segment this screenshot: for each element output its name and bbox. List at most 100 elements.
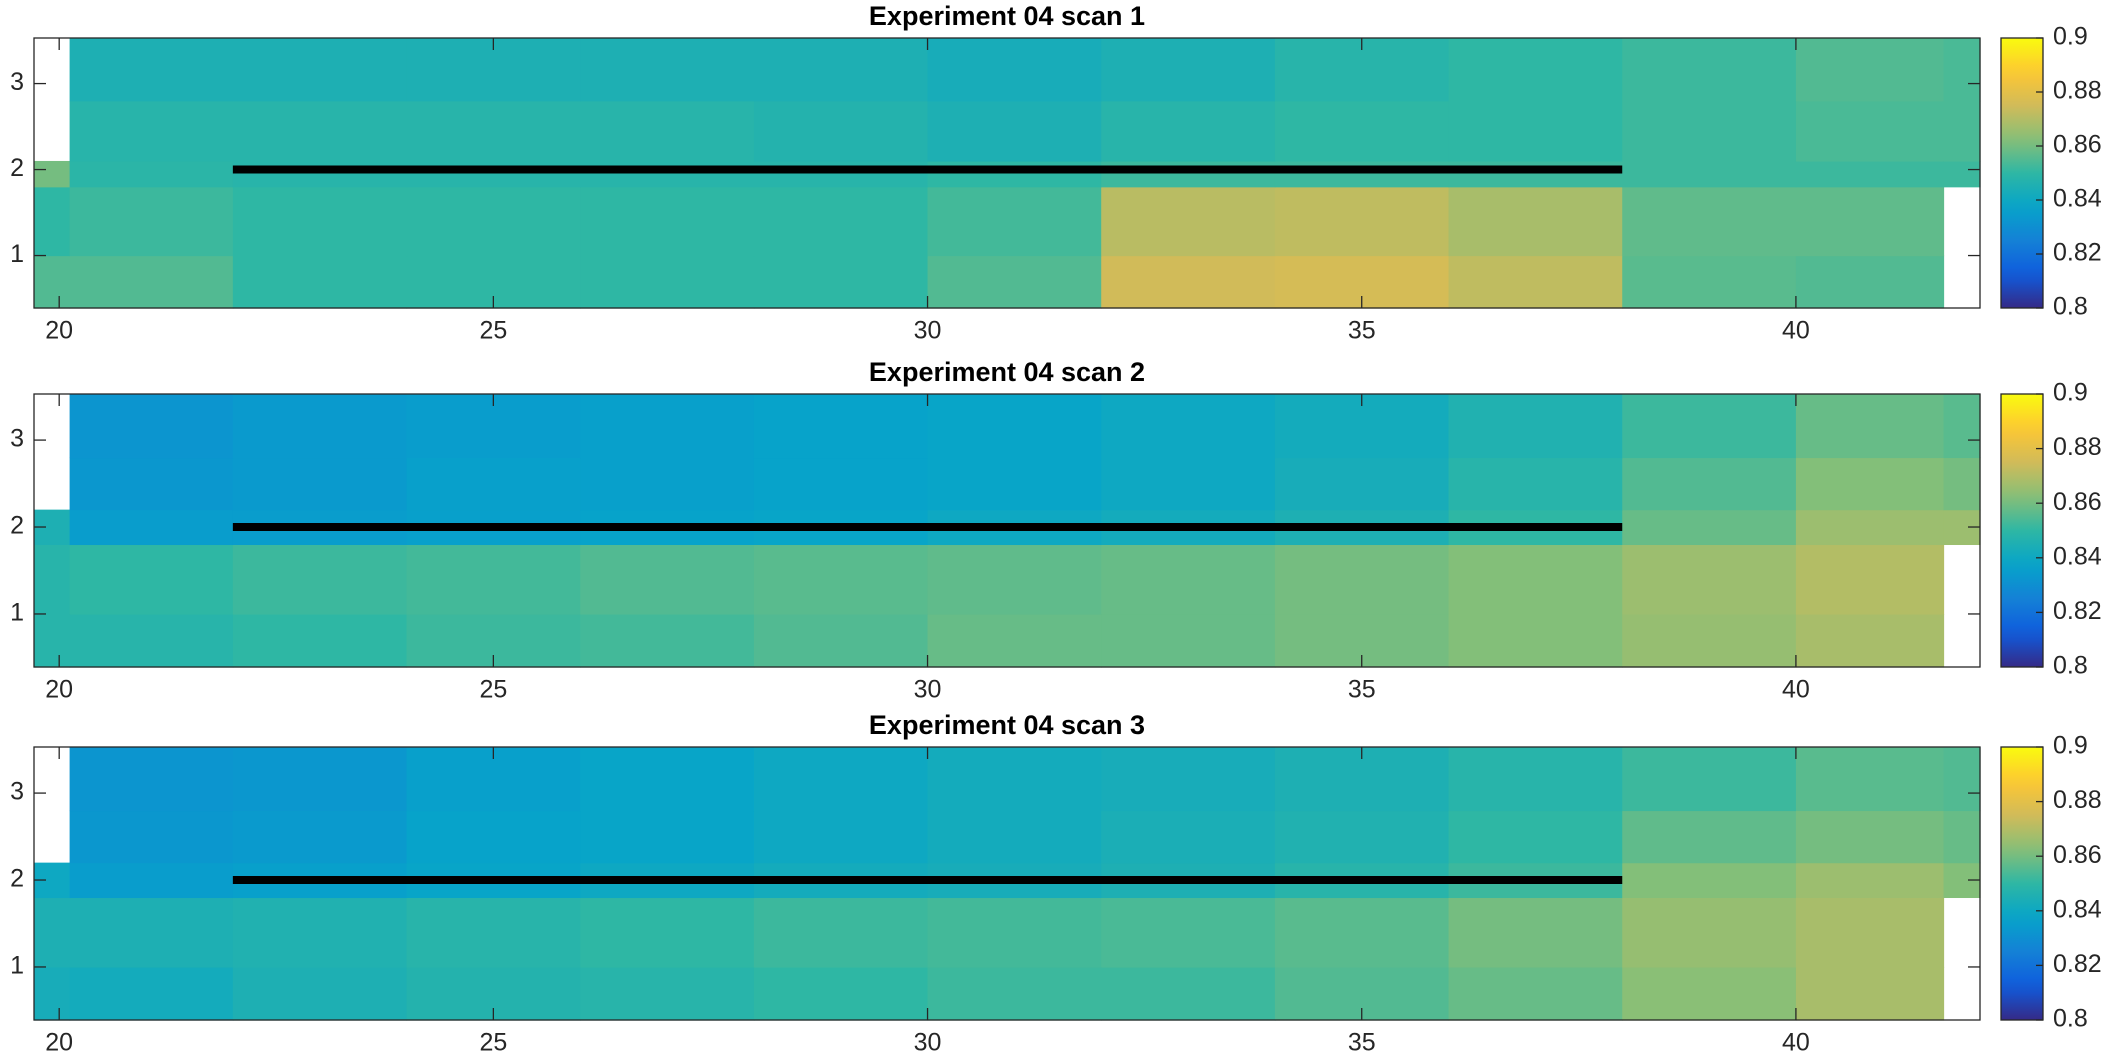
heatmap-cell (232, 544, 408, 615)
heatmap-cell (406, 544, 581, 615)
heatmap-cell (1274, 544, 1450, 615)
heatmap-cell (34, 897, 71, 968)
heatmap-cell (34, 613, 71, 668)
colorbar-tick-label: 0.88 (2053, 786, 2102, 814)
colorbar-tick-label: 0.84 (2053, 542, 2102, 570)
heatmap-cell (1622, 544, 1797, 615)
heatmap-cell (927, 897, 1102, 968)
heatmap-cell (1101, 747, 1276, 812)
heatmap-cell (1448, 100, 1623, 162)
heatmap-cell (753, 100, 929, 162)
heatmap-cell (927, 100, 1102, 162)
heatmap-cell (1795, 966, 1945, 1021)
heatmap-cell (1622, 810, 1797, 864)
x-tick-label: 30 (914, 317, 942, 345)
colorbar-tick-label: 0.9 (2053, 732, 2088, 760)
heatmap-cell (34, 186, 71, 257)
y-tick-label: 2 (10, 512, 24, 540)
heatmap-cell (1622, 160, 1797, 188)
heatmap-cell (406, 810, 581, 864)
heatmap-cell (927, 544, 1102, 615)
heatmap-cell (1795, 897, 1945, 968)
heatmap-cell (1448, 38, 1623, 102)
heatmap-cell (1943, 100, 1981, 162)
heatmap-cell (1622, 457, 1797, 511)
heatmap-cell (1622, 100, 1797, 162)
heatmap-cell (1274, 457, 1450, 511)
y-tick-label: 3 (10, 778, 24, 806)
y-tick-label: 3 (10, 68, 24, 96)
x-tick-label: 25 (479, 676, 507, 704)
heatmap-cell (232, 255, 408, 309)
colorbar-tick-label: 0.9 (2053, 379, 2088, 407)
heatmap-cell (1101, 255, 1276, 309)
heatmap-cell (1943, 38, 1981, 102)
heatmap-cell (580, 160, 755, 188)
heatmap-cell (232, 186, 408, 257)
heatmap-cell (1274, 186, 1450, 257)
axes-box (33, 746, 1981, 1021)
heatmap-cell (1622, 255, 1797, 309)
heatmap-cell (1795, 862, 1945, 899)
colorbar-tick-label: 0.82 (2053, 239, 2102, 267)
heatmap-cell (1622, 897, 1797, 968)
x-tick-label: 35 (1348, 317, 1376, 345)
heatmap-cell (1448, 966, 1623, 1021)
heatmap-cell (1795, 38, 1945, 102)
heatmap-cell (753, 544, 929, 615)
heatmap-cell (1795, 186, 1945, 257)
heatmap-cell (753, 186, 929, 257)
heatmap-cell (406, 897, 581, 968)
heatmap-cell (1101, 966, 1276, 1021)
x-tick-label: 20 (45, 317, 73, 345)
heatmap-cell (1622, 394, 1797, 459)
heatmap-cell (69, 457, 234, 511)
heatmap-cell (69, 186, 234, 257)
heatmap-cell (1101, 100, 1276, 162)
heatmap-cell (34, 255, 71, 309)
colorbar-tick-label: 0.88 (2053, 77, 2102, 105)
x-tick-label: 25 (479, 317, 507, 345)
heatmap-cell (753, 613, 929, 668)
heatmap-cell (69, 38, 234, 102)
colorbar-tick-label: 0.84 (2053, 895, 2102, 923)
heatmap-cell (580, 186, 755, 257)
heatmap-cell (1795, 544, 1945, 615)
heatmap-cell (753, 810, 929, 864)
heatmap-cell (1448, 544, 1623, 615)
heatmap-cell (1274, 810, 1450, 864)
heatmap-cell (232, 897, 408, 968)
heatmap-cell (753, 897, 929, 968)
heatmap-cell (927, 186, 1102, 257)
heatmap-cell (927, 613, 1102, 668)
heatmap-cell (1448, 897, 1623, 968)
heatmap-cell (1101, 160, 1276, 188)
heatmap-cell (753, 255, 929, 309)
heatmap-cell (69, 897, 234, 968)
heatmap-cell (1795, 509, 1945, 546)
heatmap-cell (1622, 613, 1797, 668)
colorbar-tick-label: 0.82 (2053, 950, 2102, 978)
heatmap-cell (753, 747, 929, 812)
heatmap-cell (1622, 747, 1797, 812)
y-tick-label: 2 (10, 154, 24, 182)
heatmap-cell (69, 966, 234, 1021)
heatmap-cell (927, 394, 1102, 459)
y-tick-label: 1 (10, 240, 24, 268)
x-tick-label: 30 (914, 676, 942, 704)
heatmap-cell (34, 544, 71, 615)
heatmap-cell (927, 966, 1102, 1021)
heatmap-cell (1274, 160, 1450, 188)
heatmap-cell (753, 457, 929, 511)
heatmap-cell (1943, 810, 1981, 864)
colorbar-tick-label: 0.86 (2053, 488, 2102, 516)
x-tick-label: 40 (1782, 676, 1810, 704)
heatmap-cell (1448, 810, 1623, 864)
heatmap-cell (927, 457, 1102, 511)
heatmap-cell (753, 38, 929, 102)
x-tick-label: 20 (45, 1029, 73, 1057)
heatmap-cell (1943, 394, 1981, 459)
heatmap-cell (1101, 897, 1276, 968)
heatmap-cell (1943, 160, 1981, 188)
heatmap-cell (753, 160, 929, 188)
